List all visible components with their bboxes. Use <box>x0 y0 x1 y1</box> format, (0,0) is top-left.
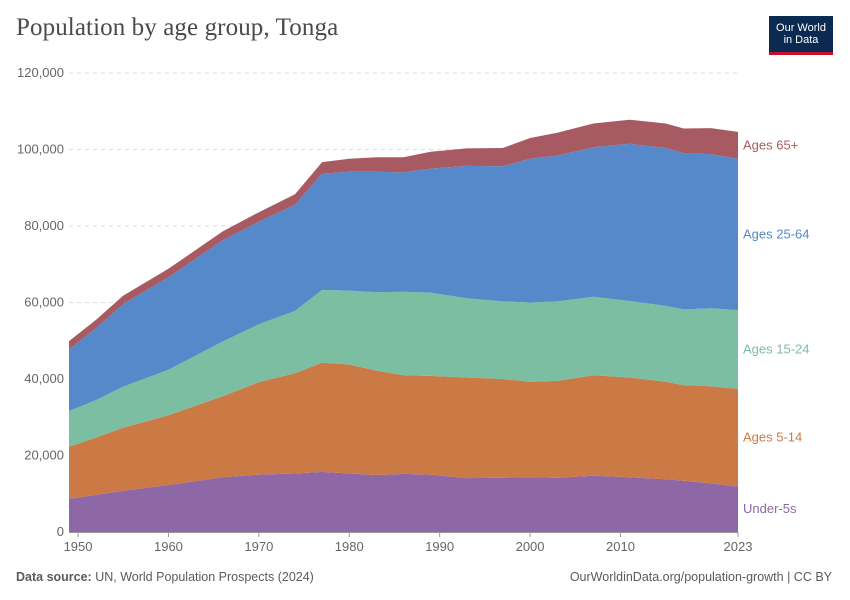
series-label-ages-25-64[interactable]: Ages 25-64 <box>743 226 810 241</box>
x-tick-label: 2010 <box>606 539 635 554</box>
area-under-5s[interactable] <box>69 471 738 532</box>
owid-logo[interactable]: Our World in Data <box>769 16 833 55</box>
source-url[interactable]: OurWorldinData.org/population-growth | C… <box>569 570 832 584</box>
area-ages-25-64[interactable] <box>69 143 738 412</box>
area-ages-15-24[interactable] <box>69 289 738 447</box>
y-tick-label: 120,000 <box>17 65 64 80</box>
x-tick-label: 1960 <box>154 539 183 554</box>
y-tick-label: 0 <box>57 524 64 539</box>
logo-line-1: Our World <box>776 22 826 34</box>
x-tick-label: 1950 <box>64 539 93 554</box>
series-label-under-5s[interactable]: Under-5s <box>743 501 797 516</box>
y-tick-label: 40,000 <box>24 371 64 386</box>
area-ages-65-[interactable] <box>69 119 738 350</box>
axes: 0 20,000 40,000 60,000 80,000 100,000 120,000 1… <box>17 65 752 554</box>
x-tick-label: 2023 <box>724 539 753 554</box>
series-label-ages-15-24[interactable]: Ages 15-24 <box>743 342 810 357</box>
area-series[interactable] <box>69 119 738 532</box>
logo-line-2: in Data <box>783 34 819 46</box>
y-tick-label: 60,000 <box>24 295 64 310</box>
y-tick-label: 80,000 <box>24 218 64 233</box>
series-labels[interactable]: Under-5s Ages 5-14 Ages 15-24 Ages 25-64 Age… <box>743 137 810 516</box>
x-tick-label: 1970 <box>244 539 273 554</box>
y-tick-label: 100,000 <box>17 142 64 157</box>
x-tick-label: 2000 <box>516 539 545 554</box>
y-tick-label: 20,000 <box>24 448 64 463</box>
area-ages-5-14[interactable] <box>69 362 738 499</box>
data-source-text: UN, World Population Prospects (2024) <box>95 570 314 584</box>
series-label-ages-65-[interactable]: Ages 65+ <box>743 137 798 152</box>
data-source: Data source: UN, World Population Prospe… <box>16 570 314 584</box>
x-tick-label: 1990 <box>425 539 454 554</box>
data-source-label: Data source: <box>16 570 92 584</box>
series-label-ages-5-14[interactable]: Ages 5-14 <box>743 430 802 445</box>
page-title: Population by age group, Tonga <box>16 14 339 41</box>
x-tick-label: 1980 <box>335 539 364 554</box>
